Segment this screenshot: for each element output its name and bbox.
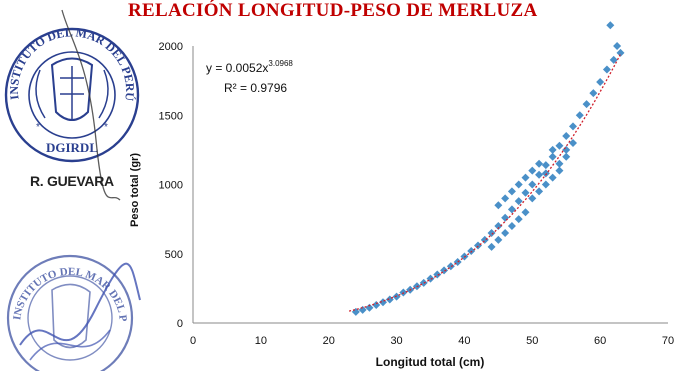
data-point (613, 42, 622, 50)
data-point (507, 187, 516, 196)
data-point (555, 166, 564, 175)
data-point (535, 170, 544, 179)
data-point (541, 161, 550, 170)
data-point (528, 166, 537, 175)
data-point (596, 78, 605, 87)
data-point (562, 152, 571, 161)
x-tick-label: 70 (662, 335, 674, 347)
data-point (514, 180, 523, 189)
data-point (582, 100, 591, 109)
trendline-equation: y = 0.0052x3.0968 (206, 59, 293, 75)
trendline-r-squared: R² = 0.9796 (224, 81, 287, 95)
data-point (616, 48, 625, 57)
data-point (535, 159, 544, 168)
data-point (521, 208, 530, 217)
data-point (474, 241, 482, 250)
institution-seal-top: INSTITUTO DEL MAR DEL PERÚ DGIRDL * * (4, 25, 140, 163)
data-point (501, 228, 510, 237)
data-point (575, 111, 584, 120)
svg-text:*: * (36, 122, 40, 133)
x-tick-label: 10 (255, 335, 267, 347)
data-point (606, 21, 615, 30)
data-point (535, 187, 544, 196)
data-point (487, 228, 496, 237)
data-point (528, 180, 537, 189)
data-point (521, 188, 530, 197)
data-point (555, 159, 564, 168)
data-point (372, 300, 381, 309)
data-point (562, 132, 571, 141)
data-point (507, 205, 516, 214)
data-point (385, 295, 394, 304)
y-tick-label: 2000 (159, 41, 183, 53)
data-point (528, 194, 537, 203)
data-point (480, 235, 489, 244)
data-point (494, 201, 503, 210)
seal-bottom-text: DGIRDL (46, 140, 98, 155)
signature-label: R. GUEVARA (30, 173, 114, 189)
x-tick-label: 50 (526, 335, 538, 347)
data-point (487, 242, 496, 251)
data-point (494, 235, 503, 244)
data-point (541, 180, 550, 189)
data-point (569, 122, 577, 131)
x-tick-label: 60 (594, 335, 606, 347)
x-tick-label: 20 (323, 335, 335, 347)
trendline (348, 53, 622, 312)
data-point (562, 145, 571, 154)
y-tick-label: 1500 (159, 110, 183, 122)
y-axis-label: Peso total (gr) (129, 153, 141, 227)
x-tick-labels: 0 10 20 30 40 50 60 70 (190, 335, 674, 347)
y-tick-label: 500 (165, 249, 183, 261)
svg-text:*: * (104, 122, 108, 133)
data-point (501, 194, 510, 203)
chart-title: RELACIÓN LONGITUD-PESO DE MERLUZA (128, 0, 538, 21)
data-point (602, 65, 611, 74)
y-tick-labels: 0 500 1000 1500 2000 (159, 41, 183, 330)
data-point (365, 303, 374, 312)
data-point (507, 222, 516, 231)
data-point (494, 222, 503, 231)
data-point (589, 89, 598, 98)
x-tick-label: 40 (458, 335, 470, 347)
data-point (548, 152, 557, 161)
x-axis-label: Longitud total (cm) (376, 355, 485, 369)
data-point (555, 141, 564, 150)
data-point (548, 145, 557, 154)
y-tick-label: 1000 (159, 180, 183, 192)
data-point (514, 197, 523, 206)
data-point (453, 258, 462, 267)
data-point (467, 246, 476, 255)
y-tick-label: 0 (177, 318, 183, 330)
data-point (548, 173, 557, 182)
data-point (521, 173, 530, 182)
x-tick-label: 0 (190, 335, 196, 347)
x-tick-label: 30 (390, 335, 402, 347)
data-point (569, 138, 577, 147)
data-point (514, 215, 523, 224)
signature-stroke (61, 9, 121, 201)
data-points (351, 21, 625, 316)
data-point (501, 213, 510, 222)
